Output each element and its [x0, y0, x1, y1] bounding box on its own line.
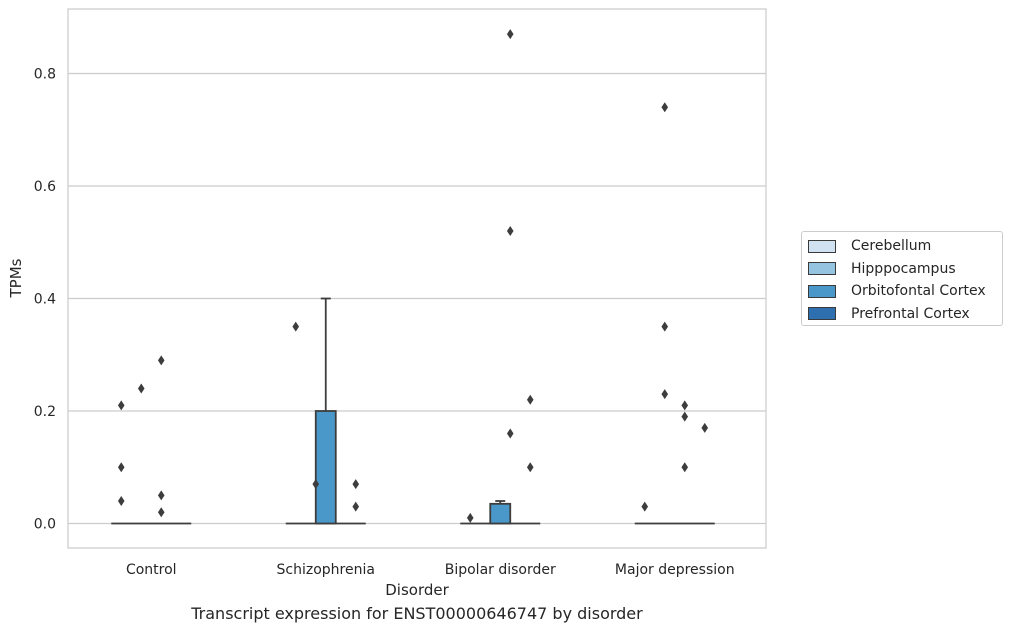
legend-item-orbitofrontal-cortex: Orbitofontal Cortex: [802, 280, 1002, 303]
x-tick-label: Schizophrenia: [277, 562, 375, 578]
y-tick-labels: 0.0 0.2 0.4 0.6 0.8: [34, 67, 56, 533]
outlier-point: [117, 400, 125, 411]
legend-item-hippocampus: Hipppocampus: [802, 258, 1002, 281]
outlier-point: [352, 479, 360, 490]
outlier-point: [661, 321, 669, 332]
x-tick-label: Control: [126, 562, 177, 578]
legend-label-orbitofrontal-cortex: Orbitofontal Cortex: [851, 283, 986, 300]
legend-label-hippocampus: Hipppocampus: [851, 260, 956, 277]
x-tick-label: Bipolar disorder: [445, 562, 556, 578]
outlier-point: [661, 389, 669, 400]
outlier-point: [506, 428, 514, 439]
outlier-point: [701, 422, 709, 433]
box-bipolar-disorder: [489, 502, 512, 525]
outlier-point: [526, 462, 534, 473]
x-axis-label: Disorder: [385, 581, 449, 599]
y-tick-label: 0.4: [34, 292, 56, 308]
outlier-point: [466, 512, 474, 523]
outlier-point: [117, 496, 125, 506]
box-plot-marks: [111, 297, 715, 525]
box-schizophrenia: [314, 410, 337, 525]
outlier-point: [526, 394, 534, 405]
outlier-point: [157, 490, 165, 501]
legend-label-cerebellum: Cerebellum: [851, 238, 932, 255]
figure-caption: Transcript expression for ENST0000064674…: [191, 604, 643, 623]
y-tick-label: 0.6: [34, 179, 56, 195]
legend-item-cerebellum: Cerebellum: [802, 235, 1002, 258]
outlier-point: [661, 102, 669, 113]
outlier-point: [506, 29, 514, 40]
legend-swatch-prefrontal-cortex: [808, 307, 836, 321]
outlier-point: [312, 479, 320, 490]
outlier-point: [352, 501, 360, 512]
legend: Cerebellum Hipppocampus Orbitofontal Cor…: [801, 231, 1003, 326]
legend-swatch-hippocampus: [808, 262, 836, 276]
legend-item-prefrontal-cortex: Prefrontal Cortex: [802, 303, 1002, 326]
x-tick-labels: Control Schizophrenia Bipolar disorder Majo…: [126, 562, 735, 578]
outlier-point: [681, 411, 689, 422]
outlier-point: [681, 400, 689, 411]
y-axis-label: TPMs: [7, 258, 25, 298]
outlier-point: [292, 321, 300, 332]
x-tick-label: Major depression: [615, 562, 735, 578]
outlier-point: [117, 462, 125, 473]
gridlines: [68, 72, 766, 525]
y-tick-label: 0.8: [34, 67, 56, 83]
legend-swatch-orbitofrontal-cortex: [808, 284, 836, 298]
outlier-point: [681, 462, 689, 473]
y-tick-label: 0.2: [34, 404, 56, 420]
outlier-point: [506, 226, 514, 236]
outlier-point: [157, 507, 165, 518]
plot-area-frame: [67, 8, 767, 549]
legend-swatch-cerebellum: [808, 239, 836, 253]
outlier-point: [157, 355, 165, 366]
outlier-markers: [117, 29, 709, 523]
outlier-point: [641, 501, 649, 512]
y-tick-label: 0.0: [34, 517, 56, 533]
outlier-point: [137, 383, 145, 394]
legend-label-prefrontal-cortex: Prefrontal Cortex: [851, 305, 970, 322]
